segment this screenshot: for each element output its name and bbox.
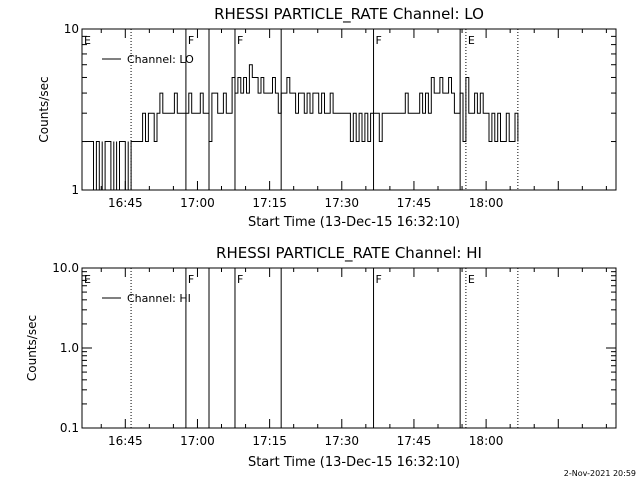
x-tick-label: 17:45 (397, 434, 432, 448)
y-axis-label: Counts/sec (37, 76, 51, 142)
chart-title: RHESSI PARTICLE_RATE Channel: HI (216, 244, 482, 263)
event-marker-label: F (237, 34, 243, 47)
event-marker-label: E (84, 273, 91, 286)
x-tick-label: 17:30 (324, 434, 359, 448)
x-tick-label: 17:00 (180, 196, 215, 210)
x-tick-label: 17:45 (397, 196, 432, 210)
y-tick-label: 1.0 (60, 341, 79, 355)
y-tick-label: 1 (71, 183, 79, 197)
x-tick-label: 16:45 (108, 196, 143, 210)
x-tick-label: 16:45 (108, 434, 143, 448)
event-marker-label: E (84, 34, 91, 47)
event-marker-label: F (376, 273, 382, 286)
series-line (84, 64, 519, 191)
x-tick-label: 17:00 (180, 434, 215, 448)
y-tick-label: 10 (64, 22, 79, 36)
timestamp-stamp: 2-Nov-2021 20:59 (564, 469, 636, 478)
event-marker-label: F (237, 273, 243, 286)
y-tick-label: 0.1 (60, 421, 79, 435)
x-tick-label: 18:00 (469, 434, 504, 448)
x-tick-label: 18:00 (469, 196, 504, 210)
y-tick-label: 10.0 (52, 261, 79, 275)
lo-channel-panel: RHESSI PARTICLE_RATE Channel: LO 16:45 17:… (37, 5, 617, 230)
event-marker-label: E (468, 273, 475, 286)
legend-label: Channel: LO (127, 53, 194, 66)
plot-frame (81, 28, 617, 191)
chart-title: RHESSI PARTICLE_RATE Channel: LO (214, 5, 484, 24)
x-axis-label: Start Time (13-Dec-15 16:32:10) (248, 215, 460, 230)
legend-label: Channel: HI (127, 292, 191, 305)
x-tick-label: 17:15 (252, 196, 287, 210)
x-tick-label: 17:30 (324, 196, 359, 210)
event-marker-label: E (468, 34, 475, 47)
x-axis-label: Start Time (13-Dec-15 16:32:10) (248, 455, 460, 470)
event-marker-label: F (188, 34, 194, 47)
event-marker-label: F (188, 273, 194, 286)
event-marker-label: F (376, 34, 382, 47)
hi-channel-panel: RHESSI PARTICLE_RATE Channel: HI 16:45 17:… (25, 244, 617, 470)
x-tick-label: 17:15 (252, 434, 287, 448)
y-axis-label: Counts/sec (25, 315, 39, 381)
